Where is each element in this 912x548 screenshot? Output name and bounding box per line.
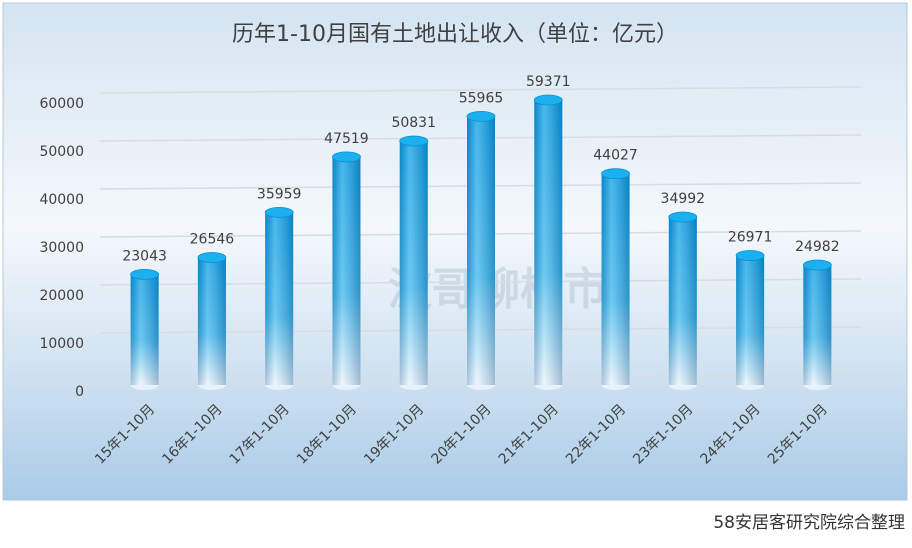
y-tick-label: 40000 [39,192,84,208]
bar-cap [466,110,496,122]
bar-shade [736,255,765,385]
bar-shade [668,217,697,385]
bar-cap [735,250,765,261]
bar-shade [534,100,563,386]
value-label: 35959 [257,186,302,202]
value-label: 26971 [728,230,773,246]
source-note: 58安居客研究院综合整理 [713,513,905,533]
value-label: 59371 [526,74,571,90]
bar-shade [399,141,428,385]
value-label: 44027 [593,148,638,164]
bar-shade [332,156,361,385]
value-label: 26546 [190,232,235,248]
bar-shade [130,274,159,385]
value-label: 34992 [661,191,706,207]
value-label: 50831 [391,115,436,131]
bar-cap [399,135,429,147]
bar-shade [197,257,226,385]
y-tick-label: 60000 [39,96,84,112]
bar-cap [264,206,294,218]
bar-cap [668,211,698,223]
bar-cap [130,268,160,280]
bar-shade [467,116,495,386]
y-tick-label: 0 [75,384,84,400]
y-tick-label: 50000 [39,144,84,160]
value-label: 47519 [324,131,369,147]
bar-cap [332,151,361,163]
grid-line [99,86,862,94]
value-label: 24982 [795,239,840,255]
value-label: 23043 [122,248,167,264]
bar-cap [197,252,227,263]
y-tick-label: 20000 [39,288,84,304]
bar-shade [601,173,630,385]
chart-title: 历年1-10月国有土地出让收入（单位：亿元） [232,22,678,47]
y-tick-label: 10000 [39,336,84,352]
bar-shade [803,265,832,385]
bar-cap [802,259,832,271]
bar-shade [265,212,294,385]
y-tick-label: 30000 [39,240,84,256]
bar-cap [601,168,630,180]
bar-cap [533,94,563,106]
value-label: 55965 [459,90,504,106]
